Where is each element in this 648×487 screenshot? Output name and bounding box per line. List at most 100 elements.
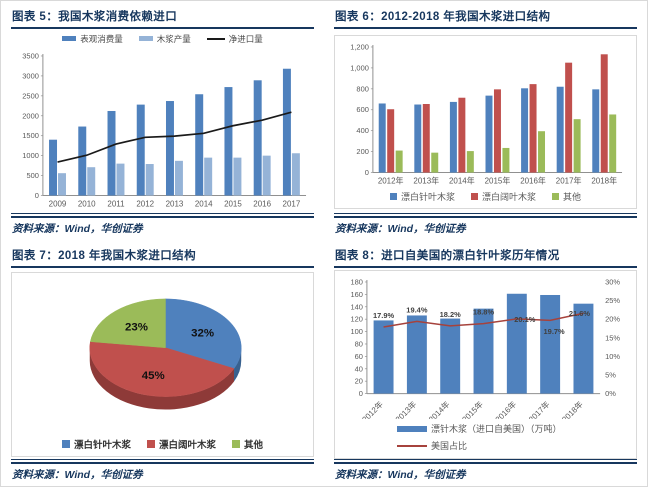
figure-8-legend: 漂针木浆（进口自美国）（万吨） 美国占比: [339, 419, 632, 456]
svg-text:1,000: 1,000: [350, 63, 369, 72]
svg-text:2012: 2012: [136, 199, 154, 208]
svg-text:2018年: 2018年: [591, 175, 617, 185]
figure-8-source: 资料来源：Wind，华创证券: [335, 469, 466, 481]
svg-text:10%: 10%: [605, 352, 620, 361]
figure-6-chart-frame: 0 200 400 600 800 1,000 1,200 2012年 2013年 2014年 20…: [334, 34, 637, 210]
figure-8-panel: 图表 8：进口自美国的漂白针叶浆历年情况 0 20 40 60 80 100 120 140 1…: [324, 240, 647, 486]
legend-item: 其他: [232, 437, 263, 451]
svg-text:2000: 2000: [22, 111, 39, 120]
svg-text:2015年: 2015年: [485, 175, 511, 185]
svg-text:2011: 2011: [107, 199, 125, 208]
figure-6-title: 图表 6：2012-2018 年我国木浆进口结构: [334, 6, 637, 29]
square-swatch: [62, 36, 77, 42]
square-swatch: [232, 440, 240, 449]
svg-text:2014年: 2014年: [426, 399, 451, 420]
svg-text:2013年: 2013年: [413, 175, 439, 185]
svg-text:18.2%: 18.2%: [440, 310, 462, 319]
figure-6-panel: 图表 6：2012-2018 年我国木浆进口结构 0 200 400 600 800 1,…: [324, 1, 647, 240]
figure-6-chart: 0 200 400 600 800 1,000 1,200 2012年 2013年 2014年 20…: [339, 39, 632, 188]
figure-7-divider: [11, 459, 314, 464]
svg-text:2018年: 2018年: [560, 399, 585, 420]
svg-text:100: 100: [350, 327, 362, 336]
svg-text:2500: 2500: [22, 91, 39, 100]
legend-item: 净进口量: [206, 33, 263, 45]
legend-label: 木浆产量: [156, 33, 191, 44]
svg-text:0%: 0%: [605, 389, 616, 398]
figure-5-title: 图表 5：我国木浆消费依赖进口: [11, 6, 314, 29]
svg-text:5%: 5%: [605, 370, 616, 379]
figure-5-source: 资料来源：Wind，华创证券: [12, 223, 143, 235]
square-swatch: [470, 193, 478, 201]
svg-text:0: 0: [359, 389, 363, 398]
svg-text:2017年: 2017年: [526, 399, 551, 420]
legend-item: 漂白针叶木浆: [61, 437, 131, 452]
legend-item: 表观消费量: [62, 33, 123, 45]
figure-6-chart-area: 0 200 400 600 800 1,000 1,200 2012年 2013年 2014年 20…: [334, 29, 637, 213]
legend-item: 漂白阔叶木浆: [470, 190, 536, 203]
figure-8-chart: 0 20 40 60 80 100 120 140 160 180 0% 5% 10% 15% 20% 25%…: [339, 274, 632, 424]
svg-text:15%: 15%: [605, 333, 620, 342]
svg-text:18.8%: 18.8%: [473, 307, 495, 316]
legend-label: 表观消费量: [80, 33, 123, 44]
svg-text:2013年: 2013年: [393, 399, 418, 420]
square-swatch: [552, 193, 559, 201]
figure-7-source: 资料来源：Wind，华创证券: [12, 469, 143, 481]
figure-6-source: 资料来源：Wind，华创证券: [335, 223, 466, 235]
svg-text:120: 120: [350, 314, 362, 323]
svg-text:2015年: 2015年: [460, 399, 485, 420]
legend-label: 漂白针叶木浆: [400, 192, 455, 203]
legend-item: 漂针木浆（进口自美国）（万吨）: [397, 422, 562, 435]
svg-text:19.7%: 19.7%: [544, 327, 566, 336]
square-swatch: [397, 425, 427, 432]
svg-text:500: 500: [26, 171, 38, 180]
figure-7-chart-frame: 32% 45% 23% 漂白针叶木浆 漂白阔叶木浆 其他: [11, 271, 314, 458]
svg-text:2016: 2016: [253, 199, 271, 208]
square-swatch: [389, 193, 397, 201]
square-swatch: [61, 440, 70, 449]
svg-text:2014年: 2014年: [449, 175, 475, 185]
svg-text:800: 800: [356, 84, 368, 93]
figure-7-title: 图表 7：2018 年我国木浆进口结构: [11, 245, 314, 268]
svg-text:200: 200: [356, 147, 368, 156]
svg-text:17.9%: 17.9%: [373, 311, 395, 320]
svg-text:40: 40: [355, 364, 363, 373]
legend-item: 其他: [552, 190, 581, 203]
legend-label: 漂针木浆（进口自美国）（万吨）: [431, 424, 562, 435]
svg-text:180: 180: [350, 277, 362, 286]
svg-text:25%: 25%: [605, 296, 620, 305]
figure-6-legend: 漂白针叶木浆 漂白阔叶木浆 其他: [339, 188, 632, 206]
svg-text:2013: 2013: [166, 199, 184, 208]
legend-label: 漂白阔叶木浆: [481, 192, 536, 203]
svg-text:21.6%: 21.6%: [569, 309, 591, 318]
figure-5-legend: 表观消费量 木浆产量 净进口量: [11, 31, 314, 48]
legend-label: 其他: [244, 440, 264, 452]
svg-text:30%: 30%: [605, 277, 620, 286]
svg-text:23%: 23%: [125, 321, 148, 333]
figure-7-pie-chart: 32% 45% 23%: [16, 276, 309, 435]
legend-item: 漂白针叶木浆: [389, 190, 455, 203]
figure-7-panel: 图表 7：2018 年我国木浆进口结构 32% 45% 23% 漂白针叶木浆 漂白阔叶…: [1, 240, 324, 486]
svg-text:3000: 3000: [22, 71, 39, 80]
legend-label: 漂白阔叶木浆: [158, 440, 216, 452]
figure-8-chart-frame: 0 20 40 60 80 100 120 140 160 180 0% 5% 10% 15% 20% 25%…: [334, 269, 637, 460]
svg-text:0: 0: [365, 168, 369, 177]
figure-5-chart-area: 表观消费量 木浆产量 净进口量 0 500 1000 1500 2000 2500 3000 35…: [11, 29, 314, 213]
legend-label: 漂白针叶木浆: [73, 440, 131, 452]
svg-text:3500: 3500: [22, 51, 39, 60]
svg-text:60: 60: [355, 352, 363, 361]
svg-text:2012年: 2012年: [378, 175, 404, 185]
figure-5-divider: [11, 213, 314, 218]
line-swatch: [397, 444, 427, 447]
svg-text:2009: 2009: [49, 199, 67, 208]
figure-7-chart-area: 32% 45% 23% 漂白针叶木浆 漂白阔叶木浆 其他: [11, 268, 314, 459]
svg-text:2017年: 2017年: [556, 175, 582, 185]
svg-text:1500: 1500: [22, 131, 39, 140]
figure-6-divider: [334, 213, 637, 218]
svg-text:600: 600: [356, 105, 368, 114]
figure-7-legend: 漂白针叶木浆 漂白阔叶木浆 其他: [16, 435, 309, 454]
svg-text:1000: 1000: [22, 151, 39, 160]
svg-text:2010: 2010: [78, 199, 96, 208]
svg-text:2016年: 2016年: [520, 175, 546, 185]
svg-text:2015: 2015: [224, 199, 242, 208]
legend-label: 净进口量: [228, 33, 263, 44]
